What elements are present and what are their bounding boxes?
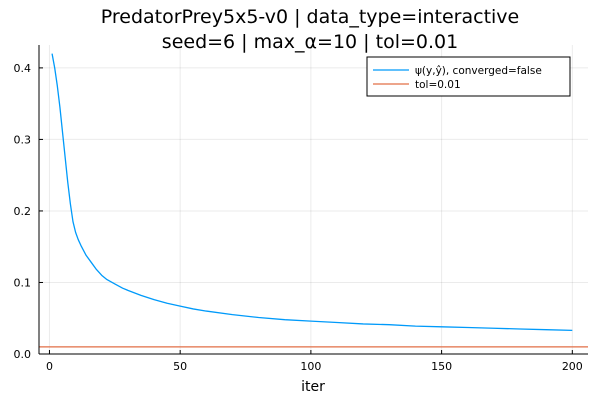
chart-title-line-1: PredatorPrey5x5-v0 | data_type=interacti… — [101, 6, 520, 28]
y-tick-label: 0.4 — [14, 62, 32, 75]
chart-title-line-2: seed=6 | max_α=10 | tol=0.01 — [162, 31, 458, 53]
tick-labels: 0 50 100 150 200 0.0 0.1 0.2 0.3 0.4 — [14, 62, 583, 373]
legend-label-tol: tol=0.01 — [415, 79, 461, 91]
x-tick-label: 50 — [173, 360, 187, 373]
x-tick-label: 200 — [562, 360, 583, 373]
legend: ψ(y,ŷ), converged=false tol=0.01 — [366, 56, 571, 97]
series — [39, 53, 588, 348]
psi-series-line — [51, 53, 573, 332]
y-tick-label: 0.0 — [14, 348, 32, 361]
x-tick-label: 100 — [300, 360, 321, 373]
x-tick-label: 150 — [431, 360, 452, 373]
y-tick-label: 0.3 — [14, 133, 32, 146]
legend-box — [366, 56, 571, 97]
legend-label-psi: ψ(y,ŷ), converged=false — [415, 65, 542, 77]
x-tick-label: 0 — [46, 360, 53, 373]
y-tick-label: 0.1 — [14, 276, 32, 289]
y-tick-label: 0.2 — [14, 205, 32, 218]
x-axis-label: iter — [301, 379, 325, 395]
